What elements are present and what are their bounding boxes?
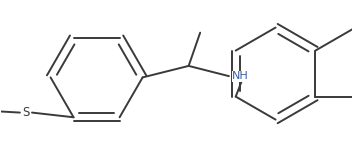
Text: S: S bbox=[23, 106, 30, 119]
Text: NH: NH bbox=[232, 71, 249, 81]
